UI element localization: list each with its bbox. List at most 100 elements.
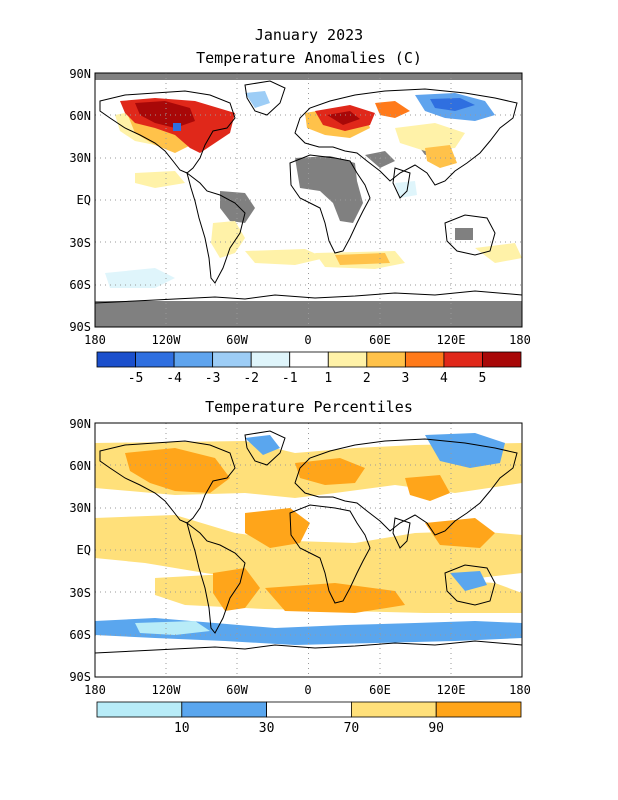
warm-light-australia	[475, 243, 522, 263]
percentile-colorbar-label: 10	[174, 721, 190, 736]
anomaly-colorbar-swatch	[327, 351, 368, 368]
percentile-colorbar-swatch	[96, 701, 183, 718]
percentile-colorbar-swatch	[350, 701, 437, 718]
percentile-lat-axis: 90N 60N 30N EQ 30S 60S 90S	[69, 417, 91, 684]
lat-label: EQ	[77, 193, 91, 207]
pct-warm-tropics	[95, 515, 522, 588]
lat-label: 30S	[69, 586, 91, 600]
lon-label: 60E	[369, 333, 391, 347]
anomaly-colorbar-swatch	[289, 351, 329, 368]
lon-label: 120W	[152, 333, 182, 347]
percentile-colorbar: 10 30 70 90	[96, 701, 522, 736]
anomaly-map	[94, 72, 523, 328]
anomaly-colorbar-swatch	[96, 351, 136, 368]
missing-amazon	[220, 191, 255, 223]
pct-hot-europe	[295, 458, 365, 485]
percentile-colorbar-label: 30	[259, 721, 275, 736]
pct-hot-na	[125, 448, 230, 493]
warm-light-pacific	[135, 171, 185, 188]
pct-cold-siberia	[425, 433, 505, 468]
lat-label: 30N	[69, 501, 91, 515]
anomaly-lat-axis: 90N 60N 30N EQ 30S 60S 90S	[69, 67, 91, 334]
anomaly-colorbar-label: -4	[166, 371, 182, 386]
percentile-colorbar-label: 90	[428, 721, 444, 736]
lon-label: 180	[509, 683, 531, 697]
lat-label: 60N	[69, 459, 91, 473]
percentile-colorbar-swatch	[435, 701, 522, 718]
anomaly-colorbar-label: 1	[324, 371, 332, 386]
missing-arabia	[365, 151, 395, 168]
lon-label: 120E	[437, 683, 466, 697]
anomaly-colorbar-label: 3	[401, 371, 409, 386]
cold-west-na	[173, 123, 181, 131]
cold-alaska	[245, 91, 270, 108]
lon-label: 0	[304, 683, 311, 697]
missing-australia	[455, 228, 473, 240]
lat-label: 90N	[69, 417, 91, 431]
lon-label: 60W	[226, 333, 248, 347]
lon-label: 120W	[152, 683, 182, 697]
anomaly-colorbar-swatch	[250, 351, 291, 368]
percentile-colorbar-swatch	[181, 701, 268, 718]
cold-siberia-core	[430, 98, 475, 111]
percentile-lon-axis: 180 120W 60W 0 60E 120E 180	[84, 683, 531, 697]
warm-light-asia	[395, 123, 465, 151]
pct-hot-atlantic	[245, 508, 310, 548]
anomaly-colorbar-swatch	[212, 351, 252, 368]
anomaly-colorbar-label: 4	[440, 371, 448, 386]
anomaly-colorbar-label: -5	[128, 371, 144, 386]
percentile-title: Temperature Percentiles	[205, 398, 413, 416]
anomaly-colorbar-swatch	[404, 351, 445, 368]
warm-strong-siberia	[375, 101, 410, 118]
lat-label: EQ	[77, 543, 91, 557]
lon-label: 180	[84, 333, 106, 347]
pct-cold-southern-ocean	[95, 618, 522, 645]
cold-india	[395, 181, 417, 198]
lon-label: 120E	[437, 333, 466, 347]
anomaly-colorbar-swatch	[443, 351, 483, 368]
lon-label: 60W	[226, 683, 248, 697]
pct-hot-west-pacific	[425, 518, 495, 548]
lat-label: 60S	[69, 628, 91, 642]
missing-africa-sahara	[295, 156, 363, 223]
lat-label: 60S	[69, 278, 91, 292]
lon-label: 180	[84, 683, 106, 697]
pct-hot-south-ocean	[265, 583, 405, 613]
anomaly-title: Temperature Anomalies (C)	[196, 49, 422, 67]
lon-label: 0	[304, 333, 311, 347]
anomaly-colorbar-swatch	[366, 351, 406, 368]
warm-mid-china	[425, 145, 457, 168]
lat-label: 30S	[69, 236, 91, 250]
lon-label: 180	[509, 333, 531, 347]
lat-label: 90S	[69, 320, 91, 334]
pct-cold-greenland	[245, 435, 280, 455]
percentile-map	[94, 422, 523, 678]
cold-tropics-pacific	[105, 268, 175, 288]
anomaly-colorbar: -5 -4 -3 -2 -1 1 2 3 4 5	[96, 351, 522, 386]
missing-arctic-band	[95, 73, 522, 80]
anomaly-colorbar-swatch	[482, 351, 522, 368]
anomaly-colorbar-label: -2	[243, 371, 259, 386]
warm-mid-s-ocean	[335, 253, 390, 265]
lat-label: 90S	[69, 670, 91, 684]
pct-cold-australia	[450, 571, 487, 591]
anomaly-colorbar-swatch	[173, 351, 214, 368]
anomaly-colorbar-label: -3	[205, 371, 221, 386]
lat-label: 60N	[69, 109, 91, 123]
anomaly-colorbar-label: -1	[282, 371, 298, 386]
anomaly-colorbar-label: 5	[479, 371, 487, 386]
anomaly-colorbar-swatch	[135, 351, 175, 368]
percentile-colorbar-swatch	[266, 701, 352, 718]
percentile-colorbar-label: 70	[344, 721, 360, 736]
pct-hot-sa	[213, 568, 260, 611]
lat-label: 30N	[69, 151, 91, 165]
date-title: January 2023	[255, 26, 363, 44]
pct-hot-china	[405, 475, 450, 501]
lon-label: 60E	[369, 683, 391, 697]
lat-label: 90N	[69, 67, 91, 81]
warm-light-s-ocean	[245, 249, 325, 265]
anomaly-lon-axis: 180 120W 60W 0 60E 120E 180	[84, 333, 531, 347]
pct-very-cold-s-pacific	[135, 621, 210, 635]
anomaly-colorbar-label: 2	[363, 371, 371, 386]
